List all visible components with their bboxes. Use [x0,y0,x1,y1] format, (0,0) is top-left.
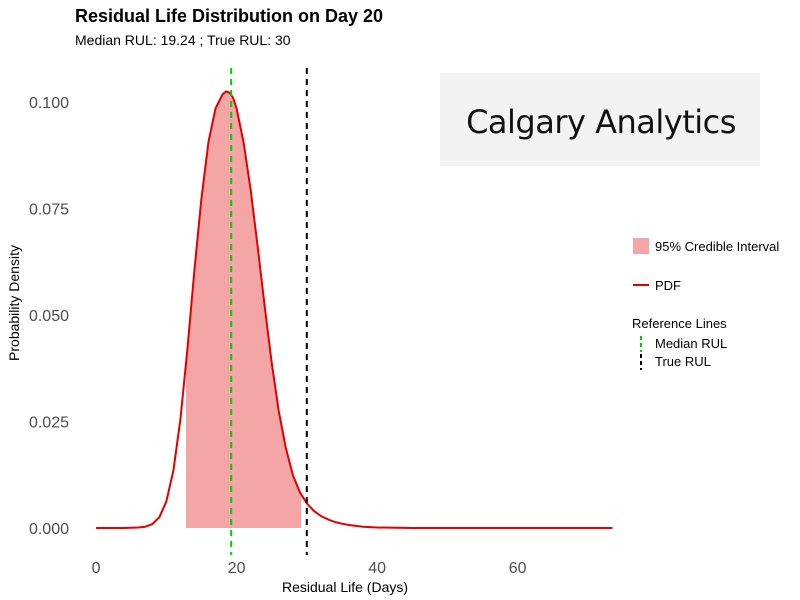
chart-title: Residual Life Distribution on Day 20 [75,6,383,26]
x-axis-label: Residual Life (Days) [282,579,408,595]
calgary-analytics-logo: Calgary Analytics [440,73,760,166]
legend-swatch-credible-interval [633,238,649,254]
legend-label-pdf: PDF [655,278,681,293]
x-tick-label: 40 [368,560,386,577]
y-tick-label: 0.000 [29,521,69,538]
credible-interval-area [186,91,302,529]
y-tick-label: 0.050 [29,308,69,325]
y-axis-ticks: 0.000 0.025 0.050 0.075 0.100 [29,95,69,538]
pdf-line [96,90,613,529]
chart-subtitle: Median RUL: 19.24 ; True RUL: 30 [75,32,291,48]
logo-text: Calgary Analytics [466,103,736,141]
x-tick-label: 20 [228,560,246,577]
y-tick-label: 0.025 [29,415,69,432]
reference-lines [230,68,308,555]
x-axis-ticks: 0 20 40 60 [92,560,527,577]
logo-background [440,73,760,166]
x-tick-label: 0 [92,560,101,577]
legend: 95% Credible Interval PDF Reference Line… [632,238,779,370]
legend-label-true-rul: True RUL [655,354,711,369]
legend-label-median-rul: Median RUL [655,336,727,351]
y-tick-label: 0.075 [29,202,69,219]
y-tick-label: 0.100 [29,95,69,112]
credible-interval-band [186,91,302,529]
legend-label-credible-interval: 95% Credible Interval [655,239,779,254]
x-tick-label: 60 [509,560,527,577]
y-axis-label: Probability Density [6,245,22,361]
pdf-series [96,90,613,529]
legend-title-reference-lines: Reference Lines [632,316,727,331]
